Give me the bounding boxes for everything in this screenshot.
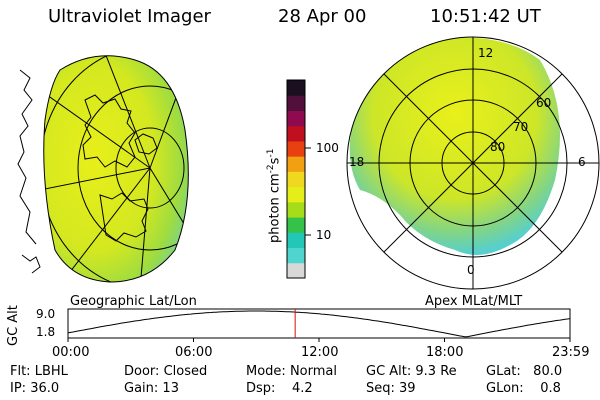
colorbar-segment bbox=[287, 186, 305, 203]
mlt-label-18: 18 bbox=[349, 155, 365, 169]
colorbar-segment bbox=[287, 171, 305, 188]
colorbar-segment bbox=[287, 140, 305, 157]
colorbar-segment bbox=[287, 95, 305, 111]
colorbar-segment bbox=[287, 262, 305, 279]
mlt-label-0: 0 bbox=[467, 263, 475, 277]
colorbar-segment bbox=[287, 110, 305, 127]
colorbar-segment bbox=[287, 247, 305, 264]
orbit-xtick-0: 00:00 bbox=[52, 345, 90, 360]
orbit-xtick-4: 23:59 bbox=[552, 345, 590, 360]
lat-label-70: 70 bbox=[513, 120, 529, 134]
info-gc-alt: GC Alt: 9.3 Re bbox=[366, 364, 457, 379]
orbit-xtick-1: 06:00 bbox=[175, 345, 213, 360]
colorbar-unit-label: photon cm-2s-1 bbox=[266, 148, 283, 243]
info-glat: GLat: 80.0 bbox=[486, 364, 563, 379]
lat-label-80: 80 bbox=[490, 140, 506, 154]
info-gain: Gain: 13 bbox=[124, 381, 179, 396]
time-label: 10:51:42 UT bbox=[430, 6, 541, 27]
colorbar-segment bbox=[287, 232, 305, 249]
orbit-ylabel: GC Alt bbox=[6, 305, 21, 346]
orbit-xtick-3: 18:00 bbox=[426, 345, 464, 360]
colorbar-segment bbox=[287, 80, 305, 96]
info-mode: Mode: Normal bbox=[246, 364, 337, 379]
mlt-label-12: 12 bbox=[478, 46, 494, 60]
info-dsp: Dsp: 4.2 bbox=[246, 381, 313, 396]
colorbar-tick-100: 100 bbox=[316, 141, 339, 155]
colorbar-segment bbox=[287, 217, 305, 233]
geographic-map-panel bbox=[17, 55, 189, 283]
instrument-title: Ultraviolet Imager bbox=[48, 6, 211, 27]
orbit-ytick-high: 9.0 bbox=[36, 307, 56, 321]
info-ip: IP: 36.0 bbox=[10, 381, 60, 396]
apex-caption: Apex MLat/MLT bbox=[425, 294, 523, 309]
colorbar bbox=[286, 79, 311, 279]
colorbar-segment bbox=[287, 125, 305, 142]
date-label: 28 Apr 00 bbox=[278, 6, 367, 27]
colorbar-frame bbox=[286, 79, 306, 279]
geographic-caption: Geographic Lat/Lon bbox=[70, 294, 197, 309]
info-seq: Seq: 39 bbox=[366, 381, 416, 396]
orbit-altitude-plot bbox=[67, 308, 571, 342]
colorbar-segment bbox=[287, 156, 305, 172]
info-glon: GLon: 0.8 bbox=[486, 381, 561, 396]
info-flt: Flt: LBHL bbox=[10, 364, 68, 379]
polar-plot-panel bbox=[346, 36, 600, 290]
mlt-label-6: 6 bbox=[578, 155, 586, 169]
lat-label-60: 60 bbox=[536, 96, 552, 110]
info-door: Door: Closed bbox=[124, 364, 208, 379]
orbit-xtick-2: 12:00 bbox=[301, 345, 339, 360]
colorbar-segment bbox=[287, 201, 305, 218]
orbit-ytick-low: 1.8 bbox=[36, 325, 56, 339]
colorbar-tick-10: 10 bbox=[316, 228, 332, 242]
